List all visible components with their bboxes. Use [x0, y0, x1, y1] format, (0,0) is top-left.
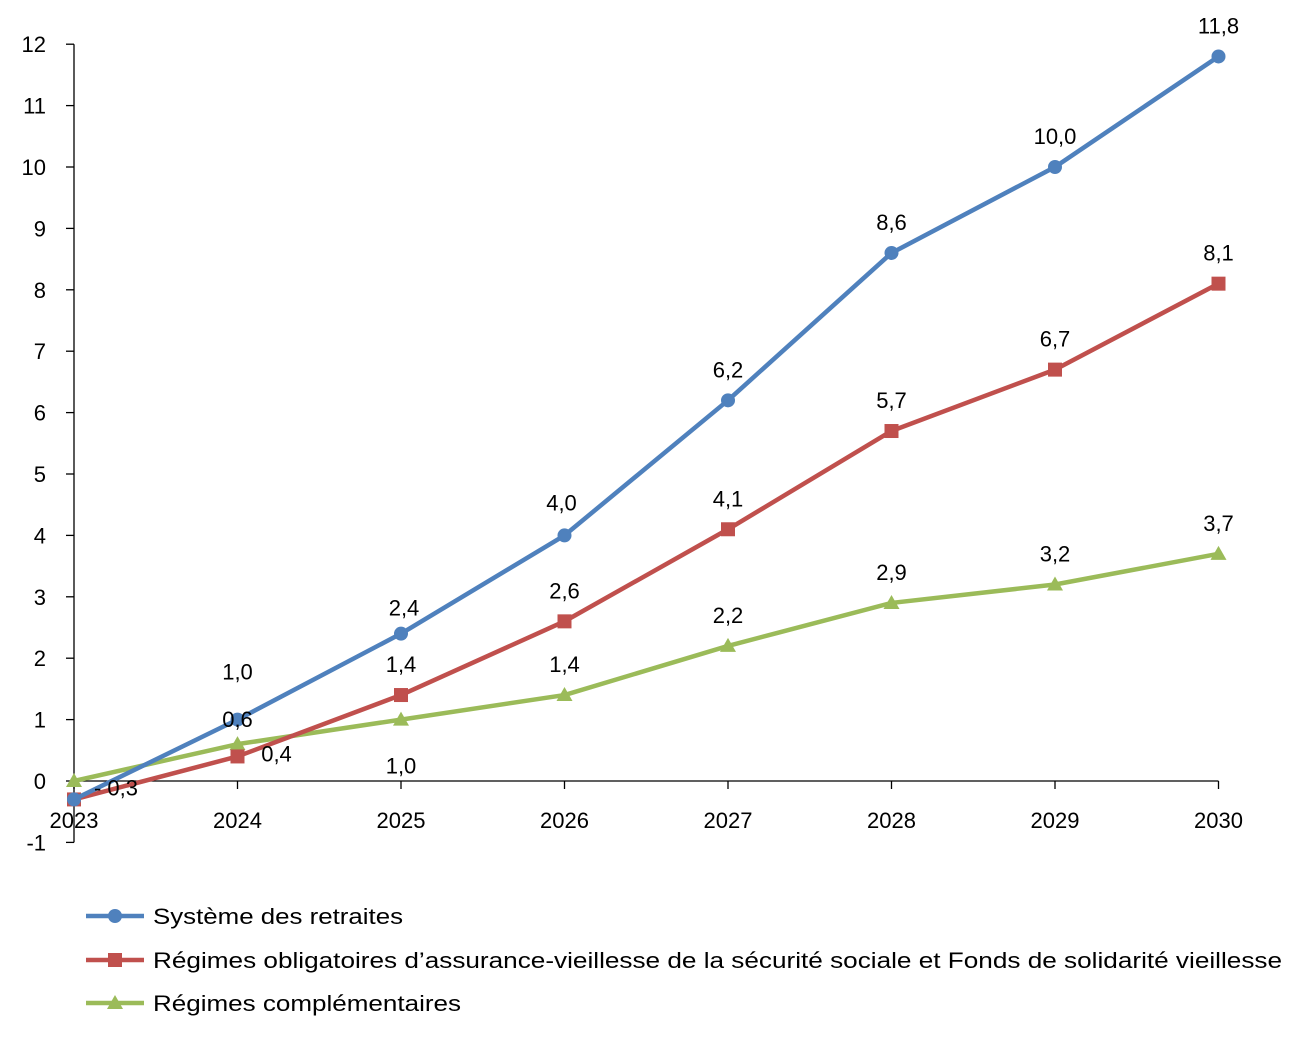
data-label-2-2029: 6,7	[1040, 327, 1071, 352]
data-point-2-2028	[884, 424, 899, 439]
y-tick-label: 1	[34, 708, 46, 733]
legend-label: Régimes obligatoires d’assurance-vieille…	[153, 948, 1282, 973]
data-point-3-2029	[1047, 576, 1063, 591]
y-tick-label: 10	[22, 155, 46, 180]
data-label-1-2029: 10,0	[1034, 124, 1077, 149]
y-tick-label: 6	[34, 401, 46, 426]
data-point-3-2027	[720, 637, 736, 652]
x-tick-label: 2028	[867, 808, 916, 833]
legend-swatch-marker	[108, 909, 122, 923]
y-tick-label: 4	[34, 523, 46, 548]
data-point-3-2026	[556, 687, 573, 702]
data-point-3-2024	[229, 736, 246, 751]
data-point-2-2026	[557, 614, 572, 629]
legend-label: Régimes complémentaires	[153, 991, 461, 1016]
data-point-2-2027	[721, 522, 735, 537]
x-tick-label: 2025	[377, 808, 426, 833]
data-point-2-2025	[394, 688, 408, 703]
x-tick-label: 2027	[704, 808, 753, 833]
data-label-2-2027: 4,1	[713, 486, 744, 511]
x-tick-label: 2029	[1031, 808, 1080, 833]
data-point-3-2023	[66, 773, 82, 787]
series-3	[66, 545, 1227, 787]
data-label-2-2026: 2,6	[549, 578, 580, 603]
data-point-1-2030	[1211, 49, 1226, 64]
y-tick-label: 9	[34, 216, 46, 241]
legend: Système des retraites Régimes obligatoire…	[86, 904, 1282, 1016]
data-label-3-2029: 3,2	[1040, 542, 1071, 567]
legend-item-1: Système des retraites	[86, 904, 403, 929]
data-point-1-2029	[1048, 160, 1062, 174]
x-tick-label: 2023	[50, 808, 99, 833]
legend-label: Système des retraites	[153, 904, 403, 929]
data-label-1-2024: 1,0	[222, 660, 253, 685]
data-point-1-2026	[557, 528, 572, 543]
data-label-1-2023: - 0,3	[94, 775, 138, 800]
legend-item-2: Régimes obligatoires d’assurance-vieille…	[86, 948, 1282, 973]
series-line-3	[71, 551, 1221, 784]
data-label-3-2025: 1,0	[386, 754, 417, 779]
data-label-3-2030: 3,7	[1203, 511, 1234, 536]
y-tick-label: -1	[26, 830, 46, 855]
series-1	[67, 49, 1226, 807]
y-tick-label: 11	[23, 94, 46, 119]
y-tick-label: 2	[34, 646, 46, 671]
series-line-2	[71, 281, 1221, 802]
data-point-2-2029	[1048, 362, 1062, 377]
data-label-2-2028: 5,7	[876, 388, 907, 413]
data-label-1-2026: 4,0	[546, 490, 577, 515]
data-label-1-2027: 6,2	[713, 357, 744, 382]
x-tick-label: 2030	[1194, 808, 1243, 833]
data-point-2-2024	[230, 749, 245, 764]
x-tick-label: 2026	[540, 808, 589, 833]
data-label-3-2026: 1,4	[549, 652, 580, 677]
legend-swatch-marker	[108, 953, 122, 967]
data-point-1-2024	[230, 712, 245, 727]
y-tick-label: 12	[22, 32, 46, 57]
data-point-3-2028	[883, 594, 900, 609]
data-point-1-2027	[721, 393, 735, 408]
data-label-3-2028: 2,9	[876, 560, 907, 585]
y-tick-label: 3	[34, 585, 46, 610]
data-label-3-2024: 0,6	[222, 707, 253, 732]
data-point-1-2023	[67, 792, 81, 807]
series-layer	[66, 49, 1227, 807]
y-tick-label: 8	[34, 278, 46, 303]
data-label-2-2024: 0,4	[261, 741, 292, 766]
data-point-2-2030	[1211, 276, 1226, 291]
y-tick-label: 5	[34, 462, 46, 487]
data-labels: - 0,3 1,0 2,4 4,0 6,2 8,6 10,0 11,8 0,4 1,4 2,6 4,1…	[94, 13, 1239, 800]
y-tick-label: 7	[34, 339, 46, 364]
data-point-1-2028	[884, 245, 899, 260]
data-label-2-2025: 1,4	[386, 652, 417, 677]
x-tick-label: 2024	[213, 808, 262, 833]
data-label-1-2030: 11,8	[1198, 13, 1239, 38]
data-label-3-2027: 2,2	[713, 603, 744, 628]
series-2	[67, 276, 1226, 807]
data-label-1-2028: 8,6	[876, 210, 907, 235]
data-label-2-2030: 8,1	[1203, 241, 1234, 266]
data-label-1-2025: 2,4	[389, 596, 420, 621]
data-point-3-2025	[393, 711, 409, 726]
legend-swatch-marker	[107, 995, 123, 1009]
series-line-1	[71, 54, 1221, 802]
legend-item-3: Régimes complémentaires	[86, 991, 461, 1016]
data-point-3-2030	[1210, 545, 1227, 560]
y-tick-label: 0	[34, 769, 46, 794]
data-point-1-2025	[394, 626, 408, 641]
